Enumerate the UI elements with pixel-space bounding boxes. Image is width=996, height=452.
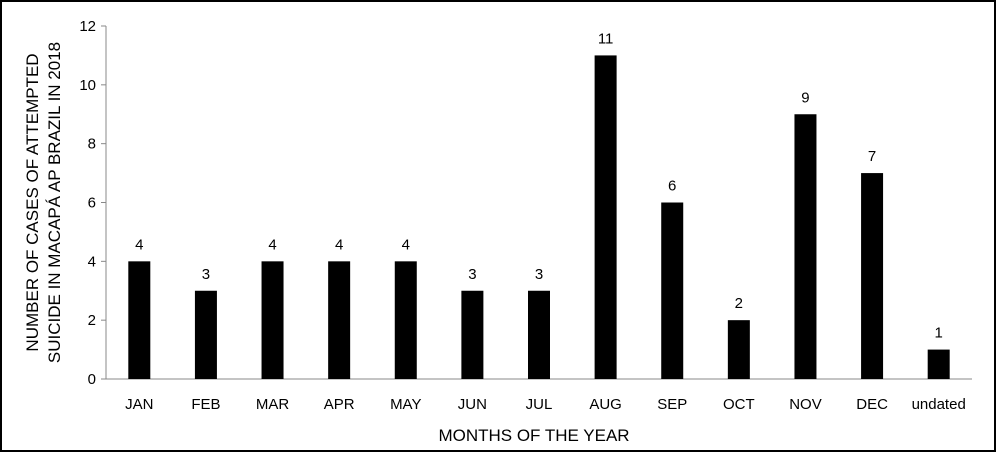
x-tick-label: AUG <box>589 396 622 413</box>
bar-jan <box>128 261 151 379</box>
x-tick-label: JAN <box>125 396 153 413</box>
bar-oct <box>727 320 750 379</box>
data-label: 6 <box>668 178 676 195</box>
y-tick-label: 10 <box>79 77 96 94</box>
x-tick-label: MAY <box>390 396 421 413</box>
y-axis-title-line-2: SUICIDE IN MACAPÁ AP BRAZIL IN 2018 <box>45 42 64 363</box>
x-tick-label: OCT <box>723 396 755 413</box>
bar-nov <box>794 114 817 379</box>
y-axis-ticks: 0 2 4 6 8 10 12 <box>79 18 106 388</box>
x-tick-label: FEB <box>191 396 220 413</box>
bars <box>128 55 950 380</box>
bar-feb <box>194 290 217 379</box>
bar-undated <box>927 349 950 379</box>
data-label: 7 <box>868 148 876 165</box>
y-axis-title-line-1: NUMBER OF CASES OF ATTEMPTED <box>23 53 42 351</box>
y-tick-label: 6 <box>88 195 96 212</box>
x-axis-tick-labels: JAN FEB MAR APR MAY JUN JUL AUG SEP OCT NOV DEC unda… <box>125 396 966 413</box>
data-label: 11 <box>598 30 614 47</box>
bar-sep <box>661 202 684 379</box>
x-tick-label: undated <box>912 396 966 413</box>
data-label: 3 <box>468 266 476 283</box>
data-label: 4 <box>402 236 410 253</box>
x-tick-label: MAR <box>256 396 290 413</box>
bar-mar <box>261 261 284 379</box>
y-tick-label: 12 <box>79 18 96 35</box>
x-tick-label: NOV <box>789 396 822 413</box>
x-tick-label: JUN <box>458 396 487 413</box>
data-label: 3 <box>535 266 543 283</box>
data-label: 4 <box>335 236 343 253</box>
x-tick-label: SEP <box>657 396 687 413</box>
bar-apr <box>328 261 351 379</box>
data-label: 1 <box>935 325 943 342</box>
data-label: 9 <box>801 89 809 106</box>
y-tick-label: 4 <box>88 253 96 270</box>
bar-aug <box>594 55 617 380</box>
y-tick-label: 2 <box>88 312 96 329</box>
bar-dec <box>861 173 884 379</box>
x-axis-title: MONTHS OF THE YEAR <box>438 426 629 445</box>
y-tick-label: 8 <box>88 136 96 153</box>
x-tick-label: DEC <box>856 396 888 413</box>
data-label: 4 <box>268 236 276 253</box>
data-label: 3 <box>202 266 210 283</box>
bar-jun <box>461 290 484 379</box>
x-tick-label: APR <box>324 396 355 413</box>
data-label: 4 <box>135 236 143 253</box>
bar-jul <box>528 290 550 379</box>
bar-may <box>394 261 417 379</box>
data-labels: 4 3 4 4 4 3 3 11 6 2 9 7 1 <box>135 30 943 341</box>
data-label: 2 <box>735 295 743 312</box>
x-tick-label: JUL <box>526 396 553 413</box>
y-tick-label: 0 <box>88 371 96 388</box>
